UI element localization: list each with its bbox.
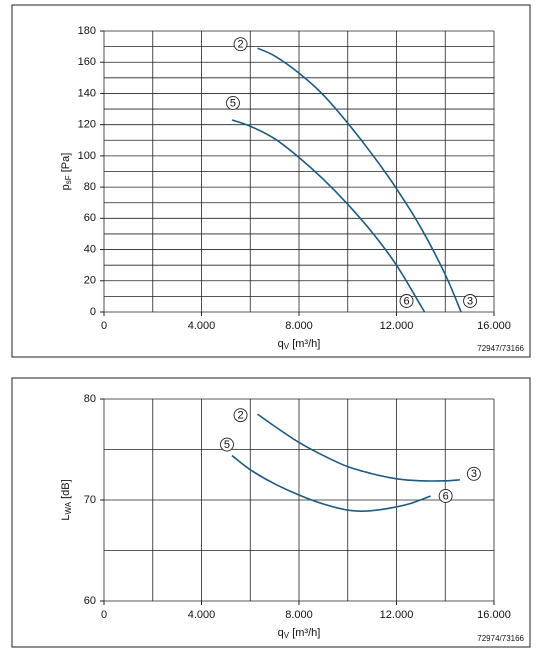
curve-marker-label: 5 — [224, 439, 230, 451]
x-tick-label: 0 — [101, 609, 107, 621]
chart-panel: 0 20 40 60 80 100 120 140 160 180 0 4.000 8.000 12.00… — [11, 4, 531, 358]
x-tick-label: 4.000 — [188, 320, 216, 332]
curve-marker-label: 5 — [230, 97, 236, 109]
curve-marker-circle — [466, 466, 481, 481]
x-tick-label: 4.000 — [188, 609, 216, 621]
curve-marker-circle — [226, 96, 240, 110]
axis-subscript: V — [284, 631, 290, 640]
axis-label: psF [Pa] — [60, 153, 73, 191]
curve-marker-circle — [399, 294, 414, 308]
axis-label: qV [m³/h] — [278, 627, 321, 640]
curve — [231, 454, 431, 512]
x-tick-label: 16.000 — [477, 609, 511, 621]
y-tick-label: 70 — [84, 494, 96, 506]
y-tick-label: 140 — [78, 87, 96, 99]
y-tick-label: 0 — [90, 306, 96, 318]
curve-marker-label: 3 — [471, 468, 477, 480]
y-tick-label: 20 — [84, 275, 96, 287]
y-tick-label: 160 — [78, 56, 96, 68]
curve-marker-label: 6 — [403, 295, 409, 307]
y-tick-label: 100 — [78, 150, 96, 162]
curve-marker-circle — [463, 294, 478, 308]
axis-unit: [m³/h] — [289, 338, 320, 350]
curve-marker-label: 6 — [443, 490, 449, 502]
x-tick-label: 8.000 — [285, 609, 313, 621]
x-tick-label: 12.000 — [380, 320, 414, 332]
panel-frame — [11, 4, 531, 358]
curve-marker-circle — [233, 408, 248, 423]
x-tick-label: 8.000 — [285, 320, 313, 332]
curve-marker-circle — [438, 489, 453, 503]
x-tick-label: 0 — [101, 320, 107, 332]
axis-symbol: q — [278, 338, 284, 350]
axis-unit: [dB] — [60, 479, 72, 502]
axis-label: LWA [dB] — [60, 479, 73, 520]
y-tick-label: 60 — [84, 595, 96, 607]
y-tick-label: 120 — [78, 119, 96, 131]
axis-unit: [Pa] — [60, 153, 72, 176]
panel-frame — [11, 377, 531, 648]
y-tick-label: 80 — [84, 181, 96, 193]
curve — [257, 413, 460, 482]
axis-symbol: p — [60, 184, 72, 190]
curve — [231, 119, 426, 313]
x-tick-label: 16.000 — [477, 320, 511, 332]
curve-marker-label: 3 — [467, 295, 473, 307]
curve-marker-label: 2 — [238, 39, 244, 51]
axis-label: qV [m³/h] — [278, 338, 321, 351]
curve-marker-label: 2 — [238, 410, 244, 422]
axis-unit: [m³/h] — [289, 627, 320, 639]
y-tick-label: 60 — [84, 212, 96, 224]
y-tick-label: 40 — [84, 243, 96, 255]
axis-symbol: L — [60, 515, 72, 521]
y-tick-label: 80 — [84, 393, 96, 405]
axis-symbol: q — [278, 627, 284, 639]
y-tick-label: 180 — [78, 25, 96, 37]
curve-marker-circle — [233, 37, 248, 52]
x-tick-label: 12.000 — [380, 609, 414, 621]
axis-subscript: V — [284, 342, 290, 351]
figure-code: 72974/73166 — [477, 634, 524, 643]
axis-subscript: WA — [64, 501, 73, 514]
figure-code: 72947/73166 — [477, 344, 524, 353]
curve-marker-circle — [220, 437, 234, 452]
curve — [257, 47, 462, 313]
axis-subscript: sF — [64, 175, 73, 184]
chart-panel: 60 70 80 0 4.000 8.000 12.000 16.000 qV [m³/h] LW… — [11, 377, 531, 648]
